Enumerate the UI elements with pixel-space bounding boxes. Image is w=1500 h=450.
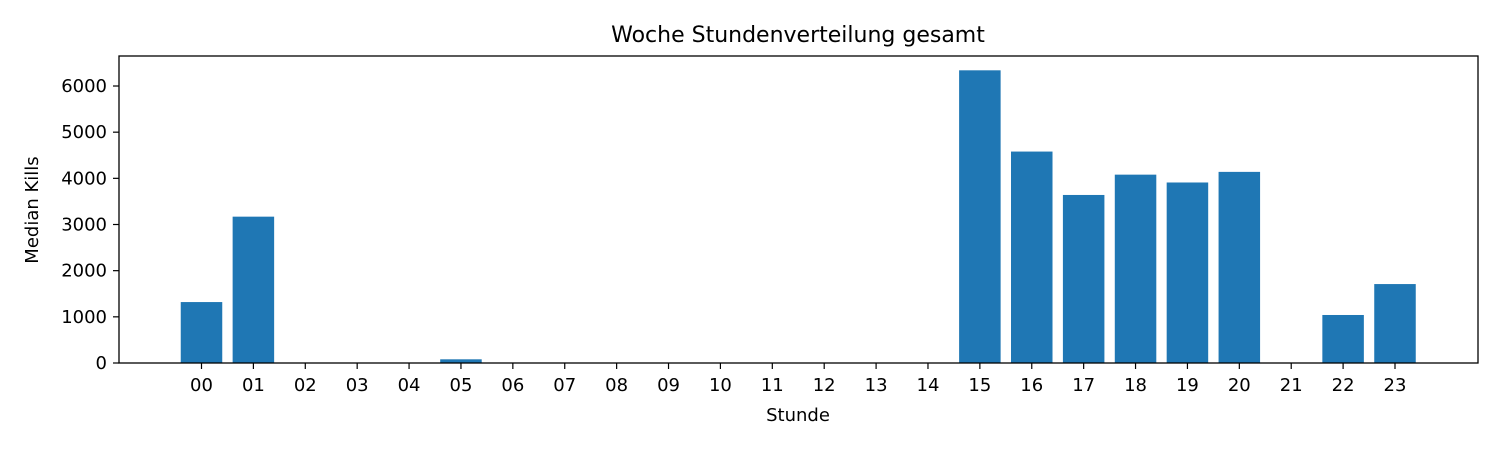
x-axis: 00 01 02 03 04 05 06 07 08 09 10 11 12 13 14 15 16 17 18 19… xyxy=(190,363,1406,396)
bar-19 xyxy=(1166,182,1209,363)
bar-23 xyxy=(1374,284,1416,363)
x-tick-label: 16 xyxy=(1020,375,1043,396)
bar-00 xyxy=(180,302,223,363)
x-axis-label: Stunde xyxy=(766,405,830,426)
x-tick-label: 20 xyxy=(1228,375,1251,396)
x-tick-label: 06 xyxy=(501,375,524,396)
x-tick-label: 07 xyxy=(553,375,576,396)
chart-title: Woche Stundenverteilung gesamt xyxy=(611,23,985,48)
x-tick-label: 02 xyxy=(294,375,317,396)
y-tick-label: 0 xyxy=(96,353,107,374)
bar-17 xyxy=(1062,194,1105,363)
bars-group xyxy=(180,70,1416,363)
bar-16 xyxy=(1011,151,1053,363)
x-tick-label: 19 xyxy=(1176,375,1199,396)
y-tick-label: 2000 xyxy=(61,261,107,282)
bar-20 xyxy=(1218,171,1261,363)
x-tick-label: 18 xyxy=(1124,375,1147,396)
x-tick-label: 22 xyxy=(1332,375,1355,396)
y-tick-label: 5000 xyxy=(61,122,107,143)
bar-18 xyxy=(1114,174,1157,363)
x-tick-label: 13 xyxy=(865,375,888,396)
bar-05 xyxy=(440,359,482,363)
x-tick-label: 21 xyxy=(1280,375,1303,396)
x-tick-label: 00 xyxy=(190,375,213,396)
y-axis: 0 1000 2000 3000 4000 5000 6000 xyxy=(61,76,119,374)
x-tick-label: 05 xyxy=(450,375,473,396)
bar-15 xyxy=(959,70,1001,363)
x-tick-label: 03 xyxy=(346,375,369,396)
x-tick-label: 23 xyxy=(1384,375,1407,396)
x-tick-label: 01 xyxy=(242,375,265,396)
bar-01 xyxy=(232,216,275,363)
y-tick-label: 4000 xyxy=(61,168,107,189)
x-tick-label: 04 xyxy=(398,375,421,396)
y-tick-label: 6000 xyxy=(61,76,107,97)
x-tick-label: 10 xyxy=(709,375,732,396)
x-tick-label: 17 xyxy=(1072,375,1095,396)
y-tick-label: 1000 xyxy=(61,307,107,328)
bar-22 xyxy=(1322,314,1364,363)
x-tick-label: 14 xyxy=(917,375,940,396)
plot-frame xyxy=(118,55,1479,364)
x-tick-label: 12 xyxy=(813,375,836,396)
x-tick-label: 09 xyxy=(657,375,680,396)
y-axis-label: Median Kills xyxy=(22,156,43,263)
x-tick-label: 11 xyxy=(761,375,784,396)
x-tick-label: 15 xyxy=(968,375,991,396)
x-tick-label: 08 xyxy=(605,375,628,396)
y-tick-label: 3000 xyxy=(61,215,107,236)
